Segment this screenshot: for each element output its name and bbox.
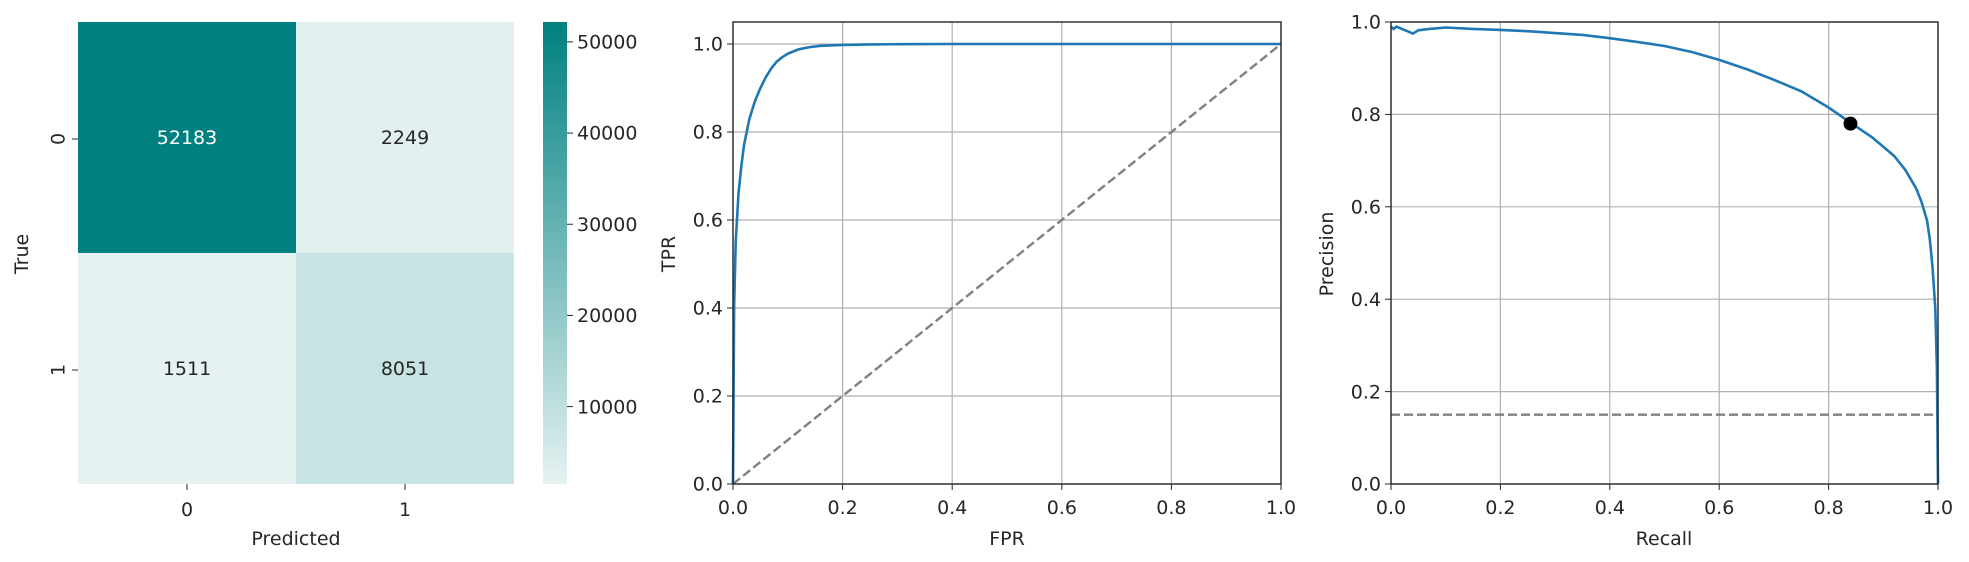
colorbar [543, 22, 567, 484]
y-tick-label: 0.2 [693, 386, 723, 408]
colorbar-tick-label: 20000 [577, 305, 637, 327]
x-tick-label: 0.2 [827, 497, 857, 519]
x-tick-label: 0.6 [1047, 497, 1077, 519]
y-tick-label: 0.8 [693, 122, 723, 144]
x-tick-label: 0.8 [1813, 497, 1843, 519]
roc-curve [731, 42, 1281, 485]
x-tick-label: 0.8 [1156, 497, 1186, 519]
roc-axes-frame [732, 21, 1282, 485]
roc-panel: 0.0 0.2 0.4 0.6 0.8 1.0 0.0 0.2 0.4 0.6 0.8 1.0 FPR… [658, 21, 1296, 550]
heatmap-cell [296, 22, 514, 253]
roc-xlabel: FPR [989, 528, 1025, 550]
pr-curve [1390, 25, 1940, 485]
pr-ylabel: Precision [1316, 212, 1338, 297]
colorbar-tick-label: 50000 [577, 32, 637, 54]
heatmap-cell-label: 8051 [381, 358, 429, 380]
x-tick-label: 0.4 [937, 497, 967, 519]
heatmap-cell [78, 22, 296, 253]
heatmap-cell-label: 2249 [381, 127, 429, 149]
confusion-matrix-panel: 52183 2249 1511 8051 0 1 0 1 Predicted True… [11, 22, 637, 550]
heatmap-ylabel: True [11, 234, 33, 275]
pr-ticks: 0.0 0.2 0.4 0.6 0.8 1.0 0.0 0.2 0.4 0.6 0.8 1.0 [1351, 12, 1953, 519]
heatmap-cell [296, 253, 514, 484]
colorbar-ticks: 10000 20000 30000 40000 50000 [567, 32, 637, 418]
colorbar-tick-label: 30000 [577, 214, 637, 236]
colorbar-tick-label: 10000 [577, 396, 637, 418]
heatmap-ytick-0: 0 [48, 133, 70, 145]
y-tick-label: 0.4 [693, 298, 723, 320]
x-tick-label: 0.6 [1704, 497, 1734, 519]
y-tick-label: 0.2 [1351, 381, 1381, 403]
x-tick-label: 1.0 [1923, 497, 1953, 519]
y-tick-label: 0.8 [1351, 104, 1381, 126]
x-tick-label: 0.4 [1595, 497, 1625, 519]
x-tick-label: 0.0 [1376, 497, 1406, 519]
x-tick-label: 0.0 [718, 497, 748, 519]
heatmap-xtick-1: 1 [399, 499, 411, 521]
roc-grid [732, 22, 1282, 485]
pr-xlabel: Recall [1636, 528, 1693, 550]
pr-panel: 0.0 0.2 0.4 0.6 0.8 1.0 0.0 0.2 0.4 0.6 0.8 1.0 Rec… [1316, 12, 1953, 550]
y-tick-label: 0.0 [1351, 474, 1381, 496]
operating-point-marker [1843, 116, 1858, 131]
y-tick-label: 1.0 [1351, 12, 1381, 34]
pr-axes-frame [1390, 21, 1939, 485]
heatmap-xtick-0: 0 [181, 499, 193, 521]
roc-ticks: 0.0 0.2 0.4 0.6 0.8 1.0 0.0 0.2 0.4 0.6 0.8 1.0 [693, 34, 1296, 519]
x-tick-label: 1.0 [1266, 497, 1296, 519]
colorbar-tick-label: 40000 [577, 123, 637, 145]
heatmap-cells [78, 22, 514, 484]
heatmap-cell-label: 52183 [157, 127, 217, 149]
x-tick-label: 0.2 [1485, 497, 1515, 519]
y-tick-label: 0.6 [693, 210, 723, 232]
pr-markers [1843, 116, 1858, 131]
heatmap-ytick-1: 1 [48, 364, 70, 376]
y-tick-label: 1.0 [693, 34, 723, 56]
roc-reference-line [732, 43, 1282, 485]
y-tick-label: 0.0 [693, 474, 723, 496]
roc-ylabel: TPR [658, 236, 680, 273]
y-tick-label: 0.4 [1351, 289, 1381, 311]
heatmap-xlabel: Predicted [251, 528, 340, 550]
heatmap-cell [78, 253, 296, 484]
heatmap-cell-label: 1511 [163, 358, 211, 380]
heatmap-cell-labels: 52183 2249 1511 8051 [157, 127, 429, 380]
y-tick-label: 0.6 [1351, 196, 1381, 218]
